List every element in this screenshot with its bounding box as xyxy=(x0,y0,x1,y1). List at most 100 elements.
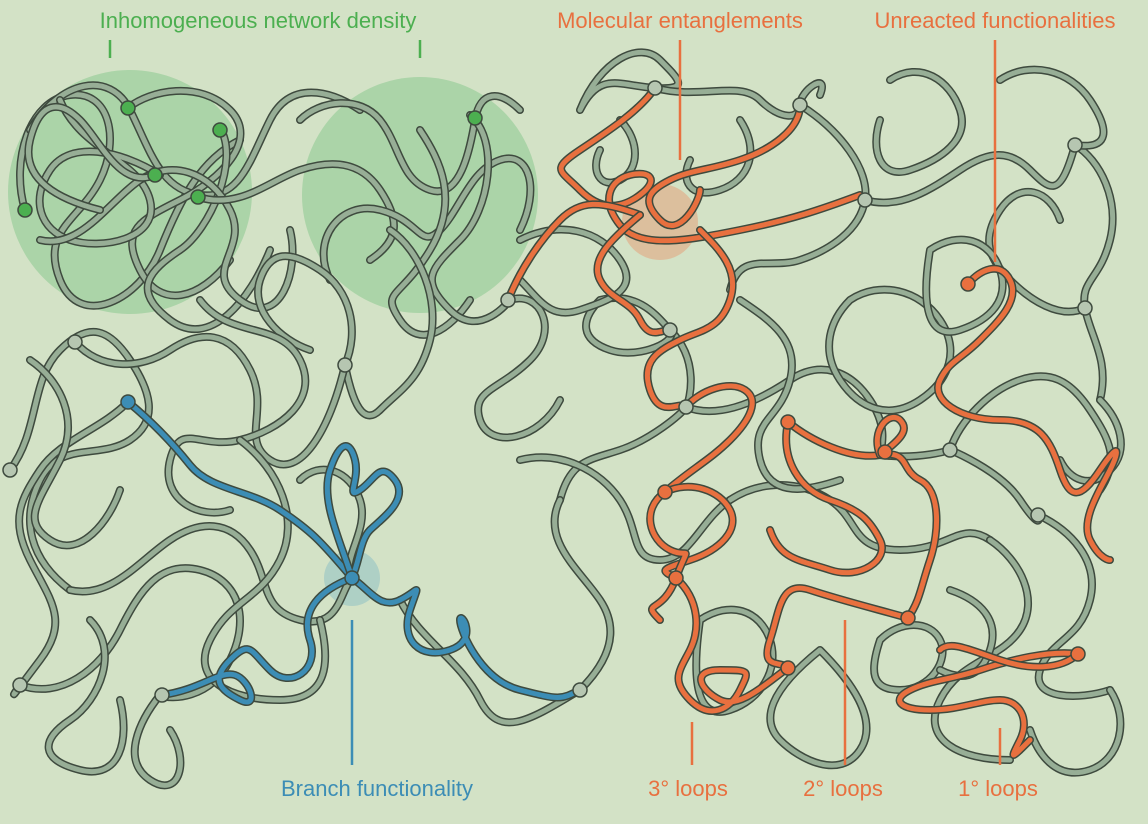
gray-net-strand-46 xyxy=(583,295,675,356)
gray-net-strand-26 xyxy=(397,597,583,725)
gray-net-strand-25 xyxy=(297,467,365,581)
orange-net-strand-8 xyxy=(647,489,689,623)
gray-net-strand-5 xyxy=(37,167,296,311)
orange-net-strand-9 xyxy=(785,419,940,621)
gray-net-strand-43 xyxy=(932,537,1031,763)
node-gray-12 xyxy=(12,677,28,693)
gray-net-strand-12 xyxy=(255,253,355,368)
gray-net-strand-21 xyxy=(165,297,308,516)
orange-net-strand-7 xyxy=(673,575,791,714)
node-gray-11 xyxy=(154,687,170,703)
label-inhomogeneous-density: Inhomogeneous network density xyxy=(100,8,417,33)
gray-net-strand-13 xyxy=(475,295,563,440)
node-orange-7 xyxy=(1070,646,1086,662)
gray-net-strand-28 xyxy=(652,80,825,119)
node-gray-14 xyxy=(67,334,83,350)
node-gray-2 xyxy=(857,192,873,208)
gray-net-strand-29 xyxy=(727,102,869,293)
blue-net-strand-3 xyxy=(349,575,583,700)
node-orange-2 xyxy=(877,444,893,460)
node-green-2 xyxy=(147,167,163,183)
gray-net-strand-7 xyxy=(195,161,397,263)
label-unreacted-functionalities: Unreacted functionalities xyxy=(875,8,1116,33)
gray-net-strand-14 xyxy=(342,227,436,418)
gray-net-strand-8 xyxy=(297,93,523,194)
gray-net-strand-39 xyxy=(947,373,1114,493)
node-gray-15 xyxy=(337,357,353,373)
gray-net-strand-53 xyxy=(923,237,1006,335)
leader-lines xyxy=(108,40,1002,765)
node-green-3 xyxy=(190,189,206,205)
label-3-degree-loops: 3° loops xyxy=(648,776,728,801)
gray-net-strand-45 xyxy=(737,297,843,492)
orange-net-strand-14 xyxy=(897,650,1081,758)
labels: Inhomogeneous network density Molecular … xyxy=(100,8,1116,801)
crosslink-nodes-loops xyxy=(657,276,1086,676)
orange-net-strand-5 xyxy=(662,383,755,495)
gray-net-strand-19 xyxy=(132,692,183,788)
dense-region-middle xyxy=(302,77,538,313)
orange-net-strand-0 xyxy=(558,85,863,244)
label-1-degree-loops: 1° loops xyxy=(958,776,1038,801)
gray-net-strand-44 xyxy=(826,287,953,413)
node-green-0 xyxy=(120,100,136,116)
orange-net-strand-4 xyxy=(644,227,736,410)
gray-net-strand-34 xyxy=(997,67,1106,149)
node-green-4 xyxy=(17,202,33,218)
node-gray-7 xyxy=(678,399,694,415)
gray-net-strand-2 xyxy=(125,88,243,298)
node-gray-13 xyxy=(2,462,18,478)
crosslink-nodes-gray xyxy=(2,80,1093,703)
orange-net-strand-13 xyxy=(935,266,1120,563)
orange-net-strand-12 xyxy=(874,415,907,458)
label-molecular-entanglements: Molecular entanglements xyxy=(557,8,803,33)
node-orange-5 xyxy=(900,610,916,626)
node-green-5 xyxy=(467,110,483,126)
node-gray-8 xyxy=(942,442,958,458)
node-blue-0 xyxy=(120,394,136,410)
node-orange-3 xyxy=(657,484,673,500)
crosslink-nodes-branch xyxy=(120,394,360,586)
blue-net-strand-2 xyxy=(159,575,355,705)
orange-net-strand-15 xyxy=(937,643,1081,670)
node-gray-10 xyxy=(572,682,588,698)
orange-net-strand-6 xyxy=(662,484,736,581)
node-orange-1 xyxy=(780,414,796,430)
node-orange-0 xyxy=(960,276,976,292)
node-gray-1 xyxy=(792,97,808,113)
blue-net-strand-0 xyxy=(125,399,355,581)
gray-net-strand-24 xyxy=(46,617,127,774)
blue-branch-strands xyxy=(124,398,584,706)
gray-net-strand-50 xyxy=(767,647,869,768)
gray-net-strand-3 xyxy=(37,97,163,247)
node-gray-4 xyxy=(1077,300,1093,316)
gray-net-strand-6 xyxy=(26,104,158,213)
gray-net-strand-51 xyxy=(1027,687,1123,776)
gray-net-strand-27 xyxy=(577,49,681,113)
gray-net-strand-40 xyxy=(552,497,613,693)
node-orange-6 xyxy=(780,660,796,676)
orange-net-strand-10 xyxy=(767,419,885,576)
orange-net-strand-2 xyxy=(505,201,643,303)
node-gray-6 xyxy=(662,322,678,338)
gray-net-strand-22 xyxy=(27,357,123,548)
gray-net-strand-31 xyxy=(1072,142,1116,403)
blue-net-strand-1 xyxy=(324,443,402,581)
gray-net-strand-41 xyxy=(517,454,733,563)
gray-net-strand-47 xyxy=(517,227,629,316)
gray-net-strand-15 xyxy=(7,329,152,593)
node-orange-4 xyxy=(668,570,684,586)
node-gray-0 xyxy=(647,80,663,96)
crosslink-nodes-dense xyxy=(17,100,483,218)
gray-net-strand-11 xyxy=(429,112,513,324)
orange-net-strand-11 xyxy=(764,585,911,671)
gray-net-strand-16 xyxy=(72,334,348,467)
label-2-degree-loops: 2° loops xyxy=(803,776,883,801)
node-gray-5 xyxy=(500,292,516,308)
orange-net-strand-3 xyxy=(594,212,673,335)
label-branch-functionality: Branch functionality xyxy=(281,776,473,801)
orange-loop-strands xyxy=(504,84,1121,759)
gray-net-strand-48 xyxy=(871,622,946,693)
